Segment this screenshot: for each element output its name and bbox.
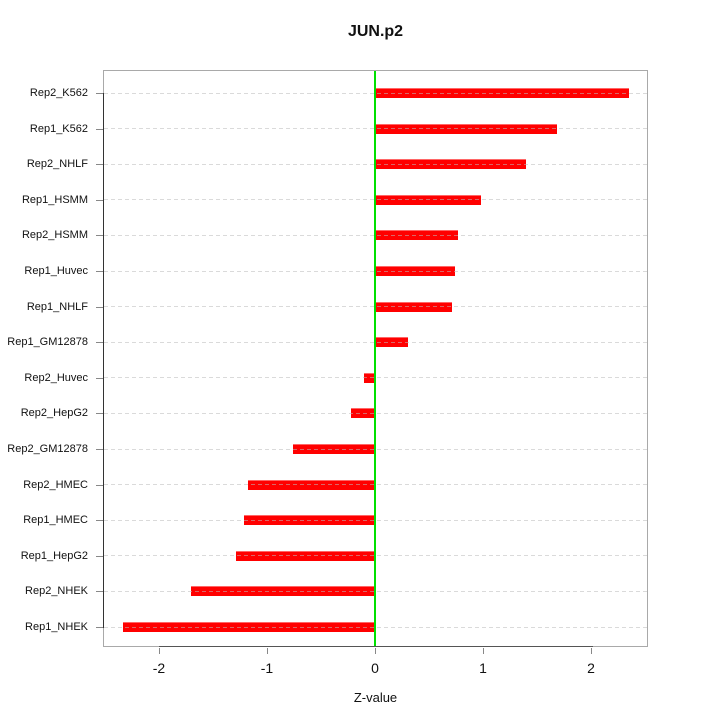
y-axis-label: Rep2_HSMM (21, 229, 88, 242)
y-tick-mark (96, 484, 103, 486)
x-tick-mark (375, 648, 376, 654)
x-tick-label: 1 (479, 660, 487, 676)
y-tick-mark (96, 93, 103, 94)
y-axis-label: Rep1_Huvec (24, 265, 88, 277)
y-axis-label: Rep2_K562 (29, 87, 88, 99)
y-axis-label: Rep1_NHEK (25, 621, 88, 633)
y-axis-label: Rep2_GM12878 (7, 443, 88, 455)
y-axis-label: Rep1_HepG2 (20, 549, 88, 562)
y-axis-labels: Rep2_K562 Rep1_K562 Rep2_NHLF Rep1_HSMM Rep2… (0, 70, 88, 647)
x-axis-line (159, 646, 593, 647)
x-tick-mark (267, 648, 268, 654)
x-tick-label: 0 (371, 660, 379, 676)
y-axis-label: Rep1_HMEC (23, 514, 88, 527)
y-tick-mark (96, 128, 103, 130)
y-axis-label: Rep1_GM12878 (7, 336, 88, 349)
y-tick-mark (96, 449, 103, 450)
y-tick-mark (96, 271, 103, 272)
y-tick-mark (96, 235, 103, 237)
y-axis-label: Rep2_HepG2 (20, 407, 88, 420)
x-tick-mark (483, 648, 484, 654)
x-tick-mark (591, 648, 592, 654)
x-tick-label: -1 (260, 660, 274, 676)
y-tick-mark (96, 591, 103, 593)
y-tick-mark (96, 413, 103, 415)
y-axis-label: Rep2_HMEC (23, 478, 88, 491)
plot-area (103, 70, 648, 647)
x-axis-title: Z-value (353, 690, 398, 705)
y-tick-mark (96, 342, 103, 344)
y-axis-label: Rep2_NHEK (25, 585, 88, 598)
y-tick-mark (96, 627, 103, 628)
chart-title: JUN.p2 (347, 23, 404, 40)
x-tick-mark (159, 648, 160, 654)
y-tick-mark (96, 199, 103, 201)
y-tick-mark (96, 555, 103, 557)
y-tick-mark (96, 164, 103, 166)
y-axis-label: Rep1_HSMM (21, 193, 88, 206)
y-tick-mark (96, 306, 103, 308)
y-axis-label: Rep2_NHLF (26, 158, 88, 171)
y-axis-label: Rep1_K562 (29, 122, 88, 135)
y-axis-label: Rep2_Huvec (24, 371, 88, 384)
zero-reference-line (374, 70, 376, 647)
y-tick-mark (96, 377, 103, 379)
plot-frame (103, 70, 648, 647)
x-tick-label: 2 (587, 660, 595, 676)
y-axis-line (103, 93, 104, 628)
y-axis-label: Rep1_NHLF (26, 300, 88, 313)
x-tick-label: -2 (152, 660, 166, 676)
y-tick-mark (96, 520, 103, 522)
